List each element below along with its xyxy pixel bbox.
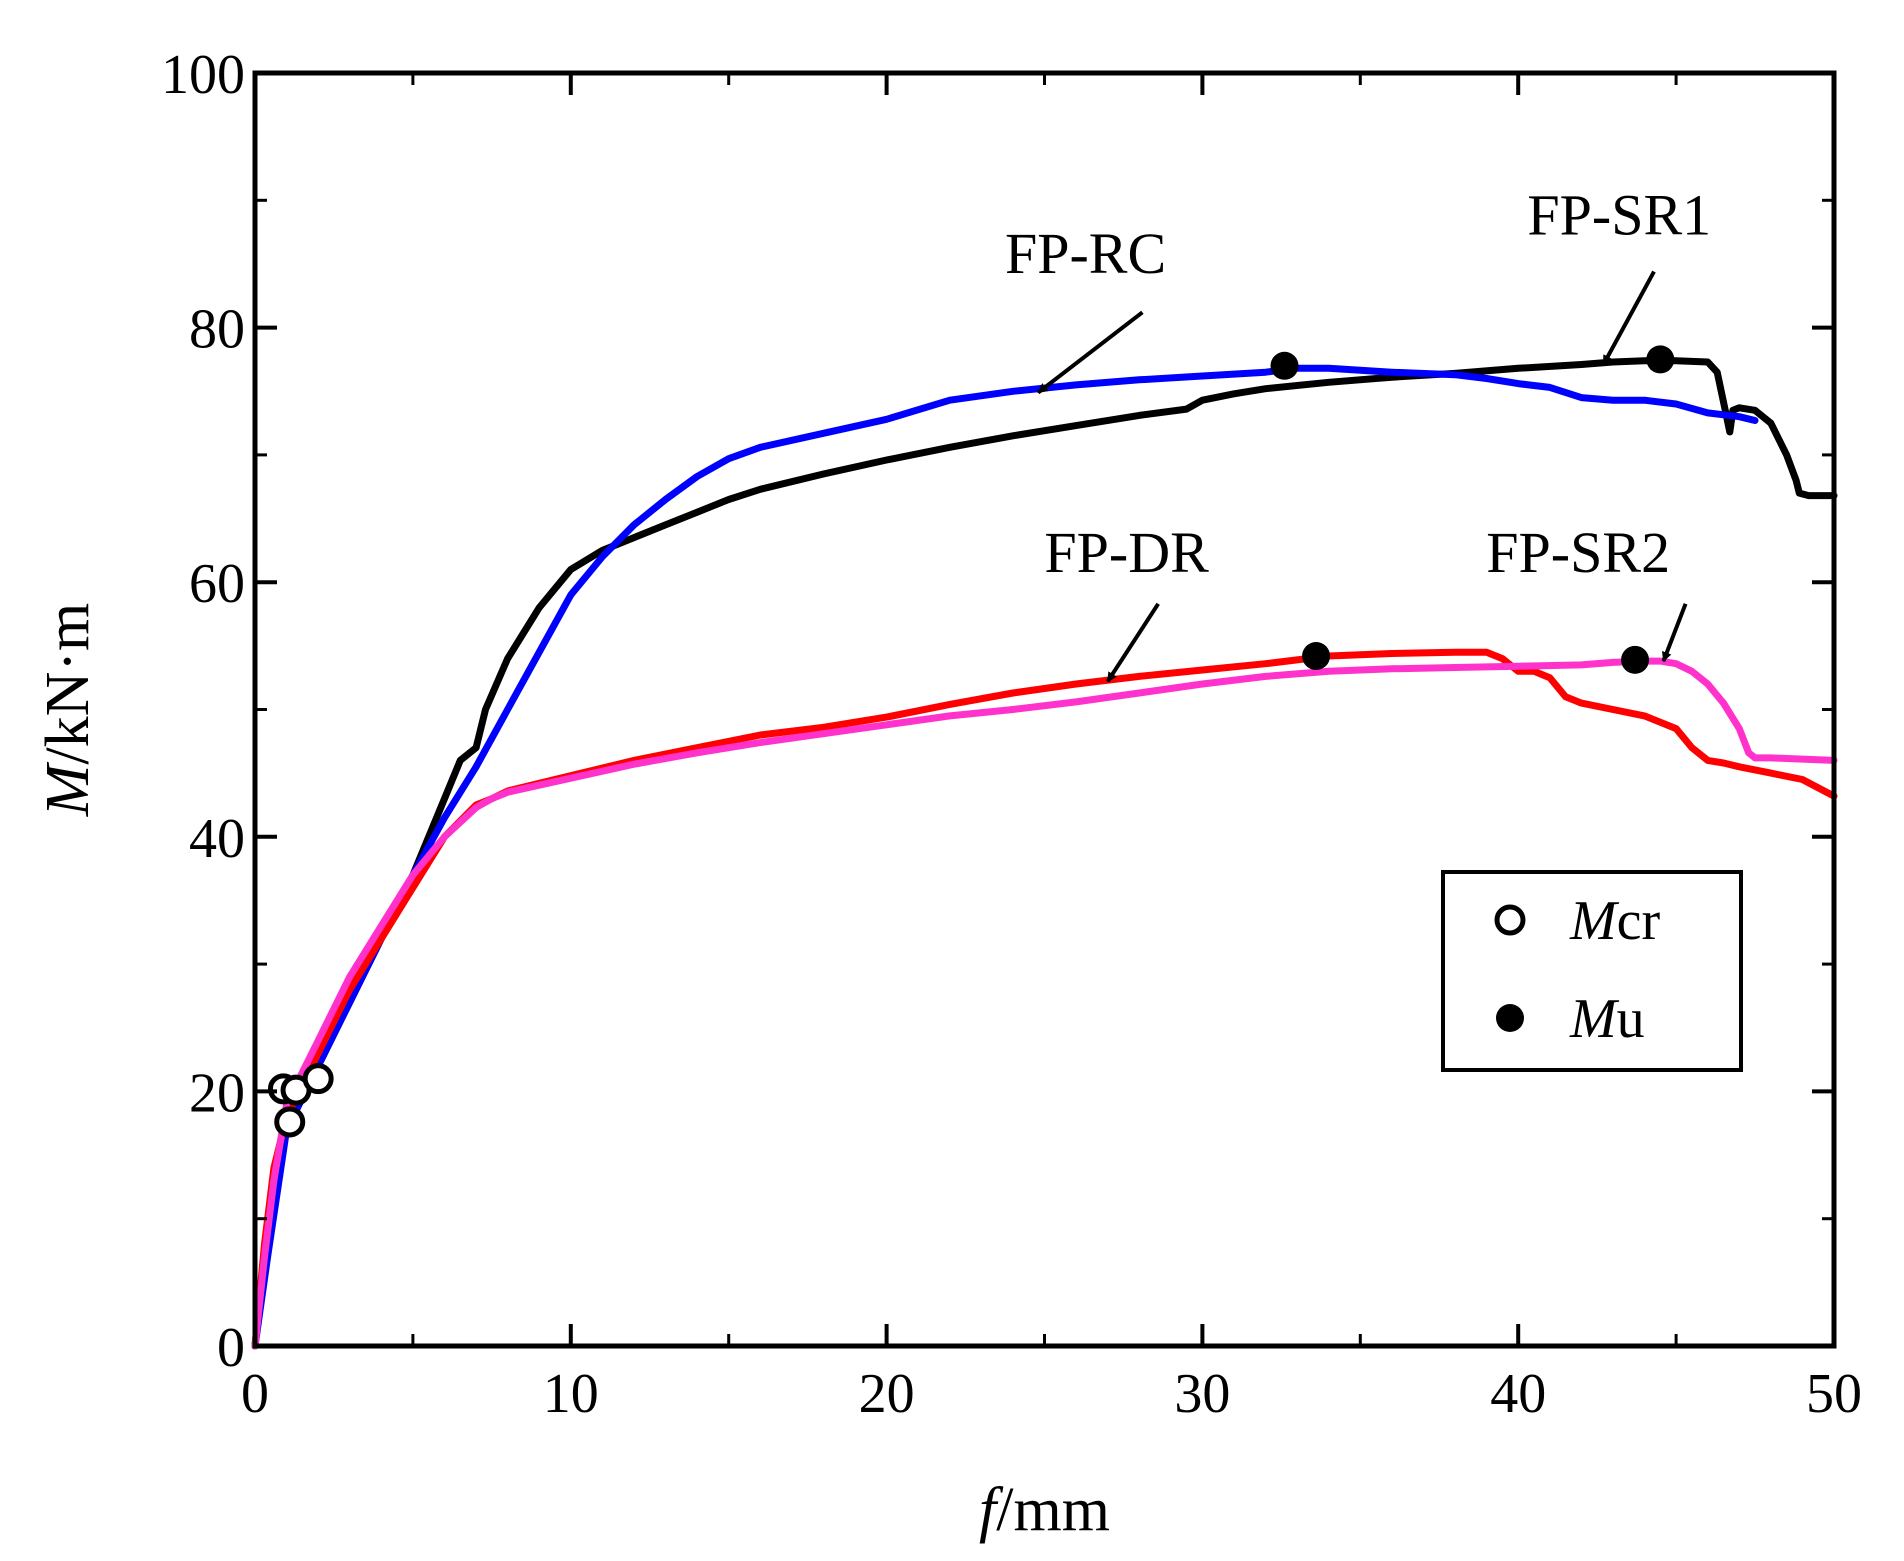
y-tick-label: 60 <box>189 553 245 615</box>
legend-mcr-italic: M <box>1569 890 1620 952</box>
legend-mcr-label: Mcr <box>1569 890 1661 952</box>
x-axis-title: f/mm <box>979 1476 1110 1544</box>
x-tick-label: 20 <box>859 1363 915 1425</box>
annotation-layer: FP-RC FP-SR1 FP-DR FP-SR2 <box>1005 183 1711 683</box>
legend-mu-label: Mu <box>1569 988 1645 1050</box>
legend-box <box>1441 870 1743 1072</box>
x-tick-label: 50 <box>1806 1363 1862 1425</box>
mu-marker <box>1270 351 1299 380</box>
tick-layer: 0 10 20 30 40 50 0 20 40 60 80 100 <box>161 44 1862 1425</box>
legend-mu-italic: M <box>1569 988 1620 1050</box>
y-tick-label: 0 <box>217 1317 245 1379</box>
annotation-fp-sr2: FP-SR2 <box>1486 520 1670 585</box>
legend-mcr-marker <box>1494 904 1526 936</box>
annotation-fp-dr: FP-DR <box>1044 520 1209 585</box>
mu-marker <box>1621 645 1650 674</box>
annotation-fp-rc: FP-RC <box>1005 221 1166 286</box>
marker-layer <box>267 345 1675 1138</box>
legend: Mcr Mu <box>1441 870 1743 1072</box>
annotation-arrow-fp-rc <box>1036 310 1144 395</box>
y-axis-title: M/kN·m <box>34 603 102 818</box>
series-line-fp-rc <box>251 364 1759 1350</box>
x-axis-title-rest: /mm <box>996 1476 1110 1544</box>
x-tick-label: 10 <box>543 1363 599 1425</box>
annotation-fp-sr1: FP-SR1 <box>1527 183 1711 248</box>
y-axis-title-rest: /kN·m <box>34 603 102 765</box>
y-axis-title-italic: M <box>34 761 102 817</box>
series-line-fp-dr <box>251 648 1838 1350</box>
y-tick-label: 20 <box>189 1062 245 1124</box>
legend-mcr-rest: cr <box>1617 890 1661 952</box>
annotation-arrow-fp-dr <box>1105 602 1160 683</box>
legend-mu-marker <box>1496 1004 1524 1032</box>
mcr-marker <box>274 1106 306 1138</box>
legend-mu-rest: u <box>1617 988 1645 1050</box>
series-layer <box>251 357 1838 1350</box>
y-tick-label: 100 <box>161 44 245 106</box>
x-tick-label: 40 <box>1490 1363 1546 1425</box>
annotation-arrow-fp-sr2 <box>1661 603 1688 663</box>
mu-marker <box>1302 642 1331 671</box>
mcr-marker <box>302 1063 334 1095</box>
x-tick-label: 0 <box>241 1363 269 1425</box>
annotation-arrow-fp-sr1 <box>1601 270 1656 366</box>
x-tick-label: 30 <box>1174 1363 1230 1425</box>
series-line-fp-sr2 <box>251 657 1838 1350</box>
y-tick-label: 40 <box>189 808 245 870</box>
series-line-fp-sr1 <box>251 357 1838 1350</box>
mu-marker <box>1646 345 1675 374</box>
y-tick-label: 80 <box>189 299 245 361</box>
